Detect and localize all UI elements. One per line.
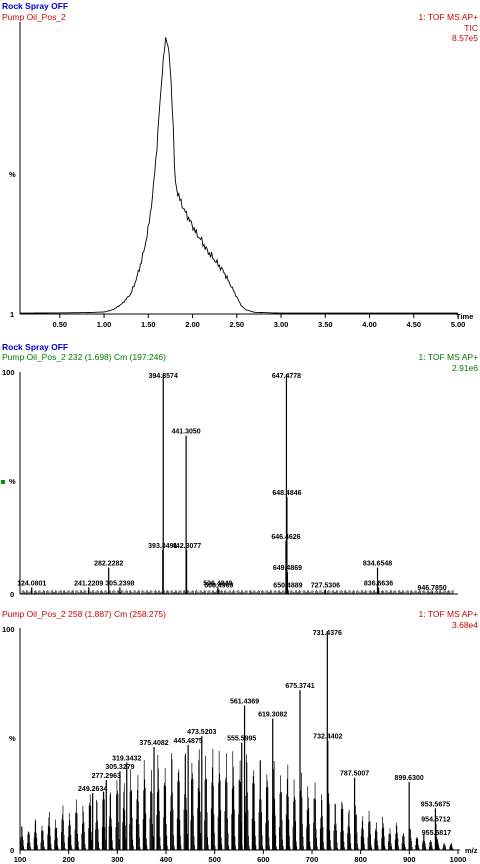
tic-x-tick-label: 4.50 — [406, 320, 421, 329]
spec2-peak-label: 954.5712 — [421, 817, 450, 824]
tic-x-tick-label: 4.00 — [362, 320, 377, 329]
spec2-x-tick-label: 600 — [257, 855, 270, 864]
spec1-peak-label: 727.5306 — [311, 583, 340, 590]
tic-header-trace: TIC — [464, 23, 478, 33]
spec1-peaks: 124.0801241.2209282.2282305.2398393.3491… — [17, 373, 447, 594]
tic-x-tick-label: 3.50 — [318, 320, 333, 329]
tic-x-tick-label: 5.00 — [451, 320, 466, 329]
tic-header-title: Rock Spray OFF — [2, 1, 68, 11]
spec1-peak-label: 836.6636 — [364, 580, 393, 587]
tic-xlabel: Time — [456, 312, 473, 321]
spec2-peak-cluster — [20, 748, 456, 850]
spec2-peak-label: 731.4376 — [313, 630, 342, 637]
tic-header-instrument: 1: TOF MS AP+ — [419, 12, 478, 22]
spec2-x-tick-label: 700 — [306, 855, 319, 864]
spec2-ylabel: % — [9, 734, 16, 743]
spec2-peak-label: 561.4369 — [230, 698, 259, 705]
spec1-peak-label: 650.4889 — [273, 583, 302, 590]
spec2-peak-label: 277.2963 — [92, 773, 121, 780]
spec2-x-tick-label: 900 — [403, 855, 416, 864]
spec2-peak-label: 732.4402 — [313, 734, 342, 741]
tic-x-tick-label: 1.50 — [141, 320, 156, 329]
spec1-peak-label: 394.3574 — [149, 373, 178, 380]
spec2-header-instrument: 1: TOF MS AP+ — [419, 609, 478, 619]
tic-x-tick-label: 1.00 — [97, 320, 112, 329]
spec2-ytick-0: 0 — [10, 846, 14, 855]
spec2-x-ticks: 100 200 300 400 500 600 700 800 900 1000 — [14, 850, 467, 864]
tic-x-tick-label: 0.50 — [53, 320, 68, 329]
spec1-peak-label: 441.3050 — [172, 429, 201, 436]
spec2-peak-label: 953.5675 — [421, 801, 450, 808]
spec2-peak-label: 619.3082 — [258, 712, 287, 719]
tic-x-tick-label: 2.50 — [229, 320, 244, 329]
spec1-header-intensity: 2.91e6 — [452, 363, 478, 373]
tic-header-intensity: 8.57e5 — [452, 33, 478, 43]
spec1-peak-label: 282.2282 — [94, 561, 123, 568]
spec2-peak-label: 319.3432 — [112, 755, 141, 762]
spec1-peak-label: 834.6548 — [363, 561, 392, 568]
tic-x-tick-label: 3.00 — [274, 320, 289, 329]
spec1-peak-label: 124.0801 — [17, 580, 46, 587]
spec1-peak-label: 508.4969 — [204, 583, 233, 590]
spec2-peak-label: 249.2634 — [78, 786, 107, 793]
spec1-ytick-0: 0 — [10, 590, 14, 599]
spec2-peak-label: 473.5203 — [187, 729, 216, 736]
spec2-peak-label: 787.5007 — [340, 771, 369, 778]
spec2-peak-label: 445.4875 — [174, 738, 203, 745]
spec1-peak-label: 305.2398 — [105, 580, 134, 587]
spec2-peak-label: 675.3741 — [285, 683, 314, 690]
spec2-x-tick-label: 800 — [354, 855, 367, 864]
spec1-peak-label: 506.4849 — [203, 580, 232, 587]
tic-ylabel: % — [9, 170, 16, 179]
spec1-peak-label: 648.4846 — [272, 490, 301, 497]
spec1-peak-label: 647.4778 — [272, 373, 301, 380]
spec2-header-intensity: 3.68e4 — [452, 620, 478, 630]
spec2-xlabel: m/z — [465, 846, 478, 855]
spec2-x-tick-label: 500 — [208, 855, 221, 864]
tic-x-tick-label: 2.00 — [185, 320, 200, 329]
tic-ytick-1: 1 — [10, 310, 14, 319]
panel-spectrum-258: Pump Oil_Pos_2 258 (1.887) Cm (258:275) … — [2, 609, 478, 864]
spec2-peak-label: 955.5817 — [422, 830, 451, 837]
spec2-ytick-100: 100 — [2, 625, 15, 634]
spec2-peak-label: 305.3279 — [105, 764, 134, 771]
spec2-header-sample: Pump Oil_Pos_2 258 (1.887) Cm (258:275) — [2, 609, 166, 619]
panel-spectrum-232: Rock Spray OFF Pump Oil_Pos_2 232 (1.698… — [1, 342, 478, 599]
spec1-peak-label: 442.3077 — [172, 543, 201, 550]
spec2-x-tick-label: 100 — [14, 855, 27, 864]
spec2-peak-label: 375.4082 — [139, 740, 168, 747]
spec2-x-tick-label: 1000 — [450, 855, 467, 864]
spec1-peak-label: 241.2209 — [74, 580, 103, 587]
spec1-header-title: Rock Spray OFF — [2, 342, 68, 352]
spec1-ytick-100: 100 — [2, 368, 15, 377]
tic-header-sample: Pump Oil_Pos_2 — [2, 12, 66, 22]
spec2-x-tick-label: 400 — [160, 855, 173, 864]
spec1-header-sample: Pump Oil_Pos_2 232 (1.698) Cm (197:246) — [2, 352, 166, 362]
tic-x-ticks: 0.50 1.00 1.50 2.00 2.50 3.00 3.50 4.00 4.50 5.00 — [53, 314, 466, 329]
spec2-peak-label: 899.6300 — [395, 775, 424, 782]
spec2-x-tick-label: 300 — [111, 855, 124, 864]
spec2-peaks: 249.2634 277.2963 305.3279 319.3432 375.4082… — [78, 630, 451, 850]
spec2-x-tick-label: 200 — [62, 855, 75, 864]
spec2-peak-label: 555.5995 — [227, 736, 256, 743]
spec1-ylabel: % — [9, 477, 16, 486]
spec1-peak-label: 649.4869 — [273, 565, 302, 572]
tic-series-line — [20, 37, 458, 314]
spec1-peak-label: 946.7850 — [418, 585, 447, 592]
spec1-marker — [1, 480, 5, 484]
spec1-baseline-noise — [20, 590, 454, 594]
panel-tic: Rock Spray OFF Pump Oil_Pos_2 1: TOF MS … — [2, 1, 478, 329]
spec1-header-instrument: 1: TOF MS AP+ — [419, 352, 478, 362]
